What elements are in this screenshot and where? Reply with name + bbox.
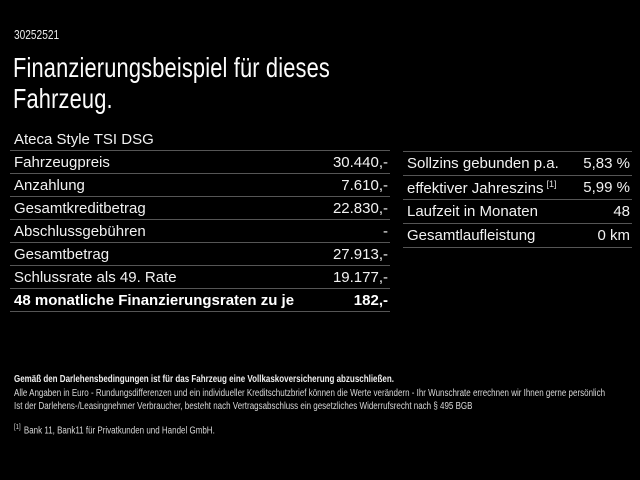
row-value: 22.830,- (332, 199, 388, 217)
vehicle-model-row: Ateca Style TSI DSG (10, 128, 390, 151)
table-row-monatsrate: 48 monatliche Finanzierungsraten zu je 1… (10, 289, 390, 312)
row-label: Anzahlung (14, 176, 85, 194)
row-label: effektiver Jahreszins [1] (407, 178, 557, 197)
table-row-sollzins: Sollzins gebunden p.a. 5,83 % (403, 152, 632, 176)
bank-footnote-marker: [1] (14, 421, 21, 431)
row-label: Schlussrate als 49. Rate (14, 268, 177, 286)
row-value: 19.177,- (332, 268, 388, 286)
row-value: 27.913,- (332, 245, 388, 263)
table-row-anzahlung: Anzahlung 7.610,- (10, 174, 390, 197)
bank-footnote: [1] Bank 11, Bank11 für Privatkunden und … (14, 420, 515, 438)
table-row-gesamtkreditbetrag: Gesamtkreditbetrag 22.830,- (10, 197, 390, 220)
row-label: 48 monatliche Finanzierungsraten zu je (14, 291, 295, 309)
row-label: Sollzins gebunden p.a. (407, 155, 559, 172)
withdrawal-note: Ist der Darlehens-/Leasingnehmer Verbrau… (14, 401, 473, 412)
insurance-note: Gemäß den Darlehensbedingungen ist für d… (14, 374, 394, 385)
row-value: - (383, 222, 388, 240)
legal-footer: Gemäß den Darlehensbedingungen ist für d… (14, 373, 640, 437)
row-value: 48 (613, 203, 630, 220)
row-value: 30.440,- (332, 153, 388, 171)
page-title: Finanzierungsbeispiel für dieses Fahrzeug… (13, 52, 330, 114)
financing-table: Ateca Style TSI DSG Fahrzeugpreis 30.440… (10, 128, 390, 312)
row-value: 5,83 % (583, 155, 630, 172)
row-value: 0 km (597, 227, 630, 244)
row-label: Gesamtbetrag (14, 245, 110, 263)
page-title-line2: Fahrzeug. (13, 83, 113, 114)
row-value: 182,- (353, 291, 388, 309)
vehicle-model: Ateca Style TSI DSG (14, 130, 154, 148)
row-label: Laufzeit in Monaten (407, 203, 538, 220)
row-value: 5,99 % (583, 179, 630, 196)
table-row-schlussrate: Schlussrate als 49. Rate 19.177,- (10, 266, 390, 289)
table-row-fahrzeugpreis: Fahrzeugpreis 30.440,- (10, 151, 390, 174)
row-label: Gesamtlaufleistung (407, 227, 536, 244)
row-label: Gesamtkreditbetrag (14, 199, 146, 217)
page-title-line1: Finanzierungsbeispiel für dieses (13, 52, 330, 83)
table-row-gesamtbetrag: Gesamtbetrag 27.913,- (10, 243, 390, 266)
vehicle-id: 30252521 (14, 27, 60, 42)
row-label: Abschlussgebühren (14, 222, 146, 240)
table-row-gesamtlaufleistung: Gesamtlaufleistung 0 km (403, 224, 632, 248)
table-row-abschlussgebuehren: Abschlussgebühren - (10, 220, 390, 243)
row-label: Fahrzeugpreis (14, 153, 110, 171)
row-value: 7.610,- (341, 176, 388, 194)
table-row-effektiver-jahreszins: effektiver Jahreszins [1] 5,99 % (403, 176, 632, 200)
disclaimer-note: Alle Angaben in Euro - Rundungsdifferenz… (14, 387, 606, 399)
table-row-laufzeit: Laufzeit in Monaten 48 (403, 200, 632, 224)
conditions-table: Sollzins gebunden p.a. 5,83 % effektiver… (403, 151, 632, 248)
bank-footnote-text: Bank 11, Bank11 für Privatkunden und Han… (23, 424, 215, 436)
footnote-marker: [1] (546, 178, 557, 189)
